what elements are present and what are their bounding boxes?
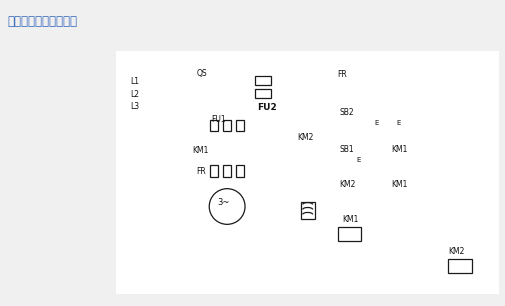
Bar	[210, 165, 218, 177]
Bar	[116, 51, 497, 294]
Bar	[223, 165, 231, 177]
Bar	[255, 89, 270, 98]
Text: L2: L2	[130, 90, 139, 99]
Text: FR: FR	[337, 70, 346, 79]
Text: L3: L3	[130, 103, 139, 111]
Text: E: E	[374, 120, 378, 126]
Bar	[337, 227, 361, 241]
Bar	[236, 165, 243, 177]
Bar	[236, 120, 243, 131]
Text: KM1: KM1	[390, 180, 407, 189]
Text: KM1: KM1	[192, 146, 208, 155]
Text: E: E	[356, 157, 360, 163]
Text: FU2: FU2	[257, 103, 276, 112]
Text: KM1: KM1	[390, 145, 407, 154]
Text: KM2: KM2	[339, 180, 355, 189]
Text: FU1: FU1	[211, 115, 225, 124]
Bar	[210, 120, 218, 131]
Text: KM2: KM2	[447, 247, 464, 256]
Text: KM2: KM2	[296, 133, 313, 142]
Text: 3~: 3~	[217, 198, 229, 207]
Text: SB1: SB1	[339, 145, 354, 154]
Text: E: E	[395, 120, 400, 126]
Circle shape	[209, 189, 244, 224]
Bar	[255, 76, 270, 85]
Bar	[300, 202, 314, 219]
Text: QS: QS	[196, 69, 207, 78]
Bar	[447, 259, 471, 273]
Text: KM1: KM1	[342, 215, 358, 224]
Text: 电磁抱闸通电制动接线: 电磁抱闸通电制动接线	[8, 15, 77, 28]
Text: SB2: SB2	[339, 108, 354, 118]
Bar	[223, 120, 231, 131]
Text: L1: L1	[130, 77, 139, 86]
Text: FR: FR	[196, 167, 206, 176]
